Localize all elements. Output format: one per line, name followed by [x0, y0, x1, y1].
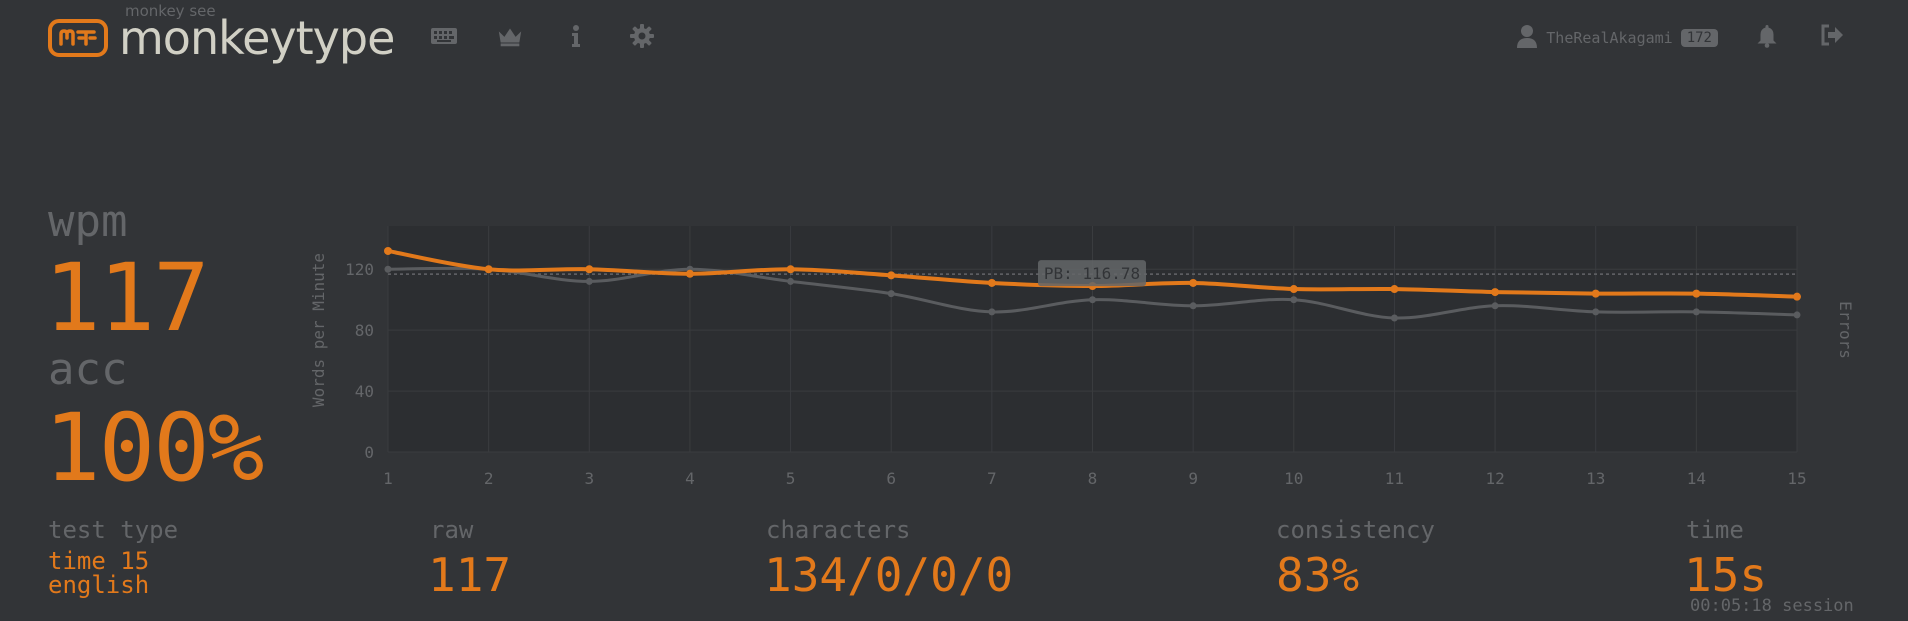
- x-tick-label: 15: [1787, 469, 1806, 488]
- raw-point[interactable]: [1290, 296, 1298, 304]
- test-type-label: test type: [48, 516, 179, 544]
- account-button[interactable]: TheRealAkagami 172: [1516, 24, 1718, 52]
- wpm-point[interactable]: [887, 271, 896, 280]
- wpm-point[interactable]: [1692, 289, 1701, 298]
- top-bar: monkey see monkeytype TheRealAkagami 172: [0, 0, 1908, 80]
- x-tick-label: 8: [1088, 469, 1098, 488]
- user-icon: [1516, 24, 1538, 52]
- acc-label: acc: [48, 344, 128, 395]
- y-tick-label: 80: [355, 321, 374, 340]
- chart-y-ticks: 0 40 80 120: [345, 260, 374, 462]
- nav-bar: [430, 22, 656, 50]
- raw-point[interactable]: [787, 277, 795, 285]
- wpm-point[interactable]: [384, 246, 392, 255]
- raw-point[interactable]: [1592, 308, 1600, 316]
- time-label: time: [1686, 516, 1744, 544]
- x-tick-label: 4: [685, 469, 695, 488]
- raw-point[interactable]: [1793, 311, 1801, 319]
- monkeytype-logo-icon: [47, 18, 109, 58]
- test-type-language[interactable]: english: [48, 571, 150, 599]
- wpm-point[interactable]: [1189, 278, 1198, 287]
- gear-icon[interactable]: [628, 22, 656, 50]
- test-type-mode[interactable]: time 15: [48, 547, 150, 575]
- time-value: 15s: [1684, 548, 1768, 602]
- wpm-point[interactable]: [786, 265, 795, 274]
- x-tick-label: 5: [786, 469, 796, 488]
- x-tick-label: 11: [1385, 469, 1404, 488]
- x-tick-label: 3: [584, 469, 594, 488]
- chart-grid: [387, 226, 1798, 453]
- wpm-point[interactable]: [1591, 289, 1600, 298]
- wpm-label: wpm: [48, 196, 128, 247]
- logo-text: monkeytype: [119, 11, 395, 65]
- x-tick-label: 10: [1284, 469, 1303, 488]
- characters-label: characters: [766, 516, 911, 544]
- consistency-value: 83%: [1276, 548, 1360, 602]
- y-tick-label: 0: [364, 443, 374, 462]
- wpm-point[interactable]: [685, 269, 694, 278]
- raw-point[interactable]: [887, 290, 895, 298]
- consistency-label: consistency: [1276, 516, 1435, 544]
- keyboard-icon[interactable]: [430, 22, 458, 50]
- characters-value: 134/0/0/0: [764, 548, 1014, 602]
- pb-annotation: PB: 116.78: [1038, 260, 1146, 287]
- logo[interactable]: monkey see monkeytype: [47, 2, 395, 65]
- username: TheRealAkagami: [1546, 29, 1673, 47]
- x-tick-label: 1: [383, 469, 393, 488]
- raw-point[interactable]: [1189, 302, 1197, 310]
- x-tick-label: 7: [987, 469, 997, 488]
- raw-point[interactable]: [988, 308, 996, 316]
- raw-point[interactable]: [1089, 296, 1096, 304]
- x-tick-label: 6: [886, 469, 896, 488]
- x-tick-label: 9: [1188, 469, 1198, 488]
- raw-point[interactable]: [384, 265, 392, 273]
- raw-value: 117: [428, 548, 512, 602]
- x-tick-label: 12: [1485, 469, 1504, 488]
- crown-icon[interactable]: [496, 22, 524, 50]
- raw-point[interactable]: [1491, 302, 1499, 310]
- y-tick-label: 40: [355, 382, 374, 401]
- raw-point[interactable]: [585, 277, 593, 285]
- chart-y-axis-label: Words per Minute: [309, 253, 328, 407]
- x-tick-label: 13: [1586, 469, 1605, 488]
- y-tick-label: 120: [345, 260, 374, 279]
- wpm-point[interactable]: [987, 278, 996, 287]
- logout-icon[interactable]: [1820, 24, 1844, 50]
- chart-x-ticks: 1 2 3 4 5 6 7 8 9 10 11 12 13 14 15: [383, 469, 1806, 488]
- wpm-point[interactable]: [1390, 285, 1399, 294]
- chart-errors-axis-label: Errors: [1836, 301, 1855, 359]
- level-badge: 172: [1680, 29, 1718, 47]
- acc-value: 100%: [44, 394, 264, 503]
- wpm-point[interactable]: [1793, 292, 1801, 301]
- wpm-point[interactable]: [1289, 285, 1298, 294]
- pb-label: PB: 116.78: [1044, 264, 1140, 283]
- logo-subtitle: monkey see: [125, 2, 216, 20]
- info-icon[interactable]: [562, 22, 590, 50]
- raw-label: raw: [430, 516, 474, 544]
- bell-icon[interactable]: [1756, 24, 1778, 52]
- wpm-point[interactable]: [1491, 288, 1500, 297]
- raw-point[interactable]: [1692, 308, 1700, 316]
- wpm-point[interactable]: [484, 265, 493, 274]
- raw-point[interactable]: [1390, 314, 1398, 322]
- session-time: 00:05:18 session: [1690, 596, 1854, 616]
- x-tick-label: 2: [484, 469, 494, 488]
- wpm-point[interactable]: [585, 265, 594, 274]
- x-tick-label: 14: [1687, 469, 1706, 488]
- wpm-value: 117: [44, 244, 210, 353]
